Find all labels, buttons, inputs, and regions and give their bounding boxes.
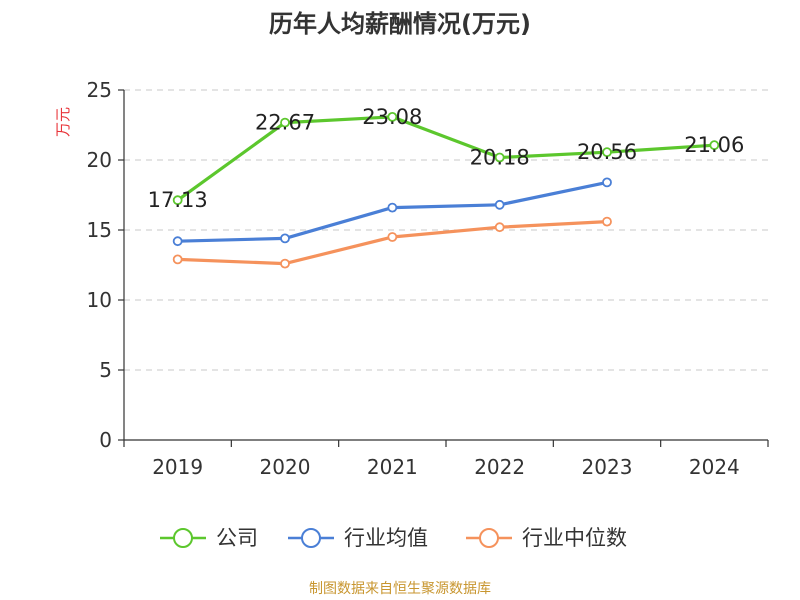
legend-marker-0 <box>173 528 193 548</box>
data-point-1-3 <box>494 199 505 210</box>
data-point-0-0 <box>172 195 183 206</box>
y-tick-label-0: 0 <box>99 428 112 452</box>
legend-marker-1 <box>301 528 321 548</box>
x-tick-label-2023: 2023 <box>582 455 633 479</box>
series-line-0 <box>176 115 716 202</box>
legend-label-2: 行业中位数 <box>522 526 627 550</box>
y-tick-label-20: 20 <box>87 148 112 172</box>
data-labels: 17.13 22.67 23.08 20.18 20.56 21.06 <box>148 105 745 212</box>
x-tick-label-2021: 2021 <box>367 455 418 479</box>
x-tick-label-2022: 2022 <box>474 455 525 479</box>
data-point-2-2 <box>387 232 398 242</box>
data-point-2-4 <box>602 216 612 227</box>
source-note: 制图数据来自恒生聚源数据库 <box>309 581 491 597</box>
legend-label-0: 公司 <box>216 526 258 550</box>
series-layer <box>172 111 720 269</box>
y-tick-label-10: 10 <box>87 288 112 312</box>
x-tick-label-2019: 2019 <box>152 455 203 479</box>
data-point-1-2 <box>387 202 398 213</box>
legend-label-1: 行业均值 <box>344 526 428 550</box>
data-point-1-1 <box>280 233 290 244</box>
y-tick-label-5: 5 <box>99 358 112 382</box>
x-tick-label-2024: 2024 <box>689 455 740 479</box>
data-point-0-2 <box>387 111 398 122</box>
data-point-2-1 <box>280 258 290 269</box>
data-point-0-1 <box>280 117 290 128</box>
data-label-0: 17.13 <box>148 188 208 212</box>
y-tick-label-15: 15 <box>87 218 112 242</box>
y-tick-label-25: 25 <box>87 78 112 102</box>
x-tick-label-2020: 2020 <box>260 455 311 479</box>
legend-marker-2 <box>479 528 499 548</box>
data-point-0-3 <box>494 152 505 163</box>
data-point-1-0 <box>172 236 183 247</box>
data-label-4: 20.56 <box>577 140 637 164</box>
data-label-3: 20.18 <box>470 145 530 169</box>
data-point-1-4 <box>602 177 612 188</box>
data-point-0-5 <box>709 140 720 151</box>
legend: 公司 行业均值 行业中位数 <box>160 526 627 550</box>
data-label-2: 23.08 <box>362 105 422 129</box>
data-label-1: 22.67 <box>255 111 315 135</box>
data-point-2-3 <box>494 222 505 233</box>
axes: 0 5 10 15 20 25 2019 2020 2021 2022 2023 2024 <box>87 78 769 479</box>
y-axis-label: 万元 <box>54 107 72 137</box>
series-line-2 <box>176 220 609 266</box>
grid-lines <box>124 89 768 371</box>
data-point-2-0 <box>172 254 183 265</box>
data-label-5: 21.06 <box>684 133 744 157</box>
data-point-0-4 <box>602 147 612 158</box>
chart-title: 历年人均薪酬情况(万元) <box>269 10 531 38</box>
